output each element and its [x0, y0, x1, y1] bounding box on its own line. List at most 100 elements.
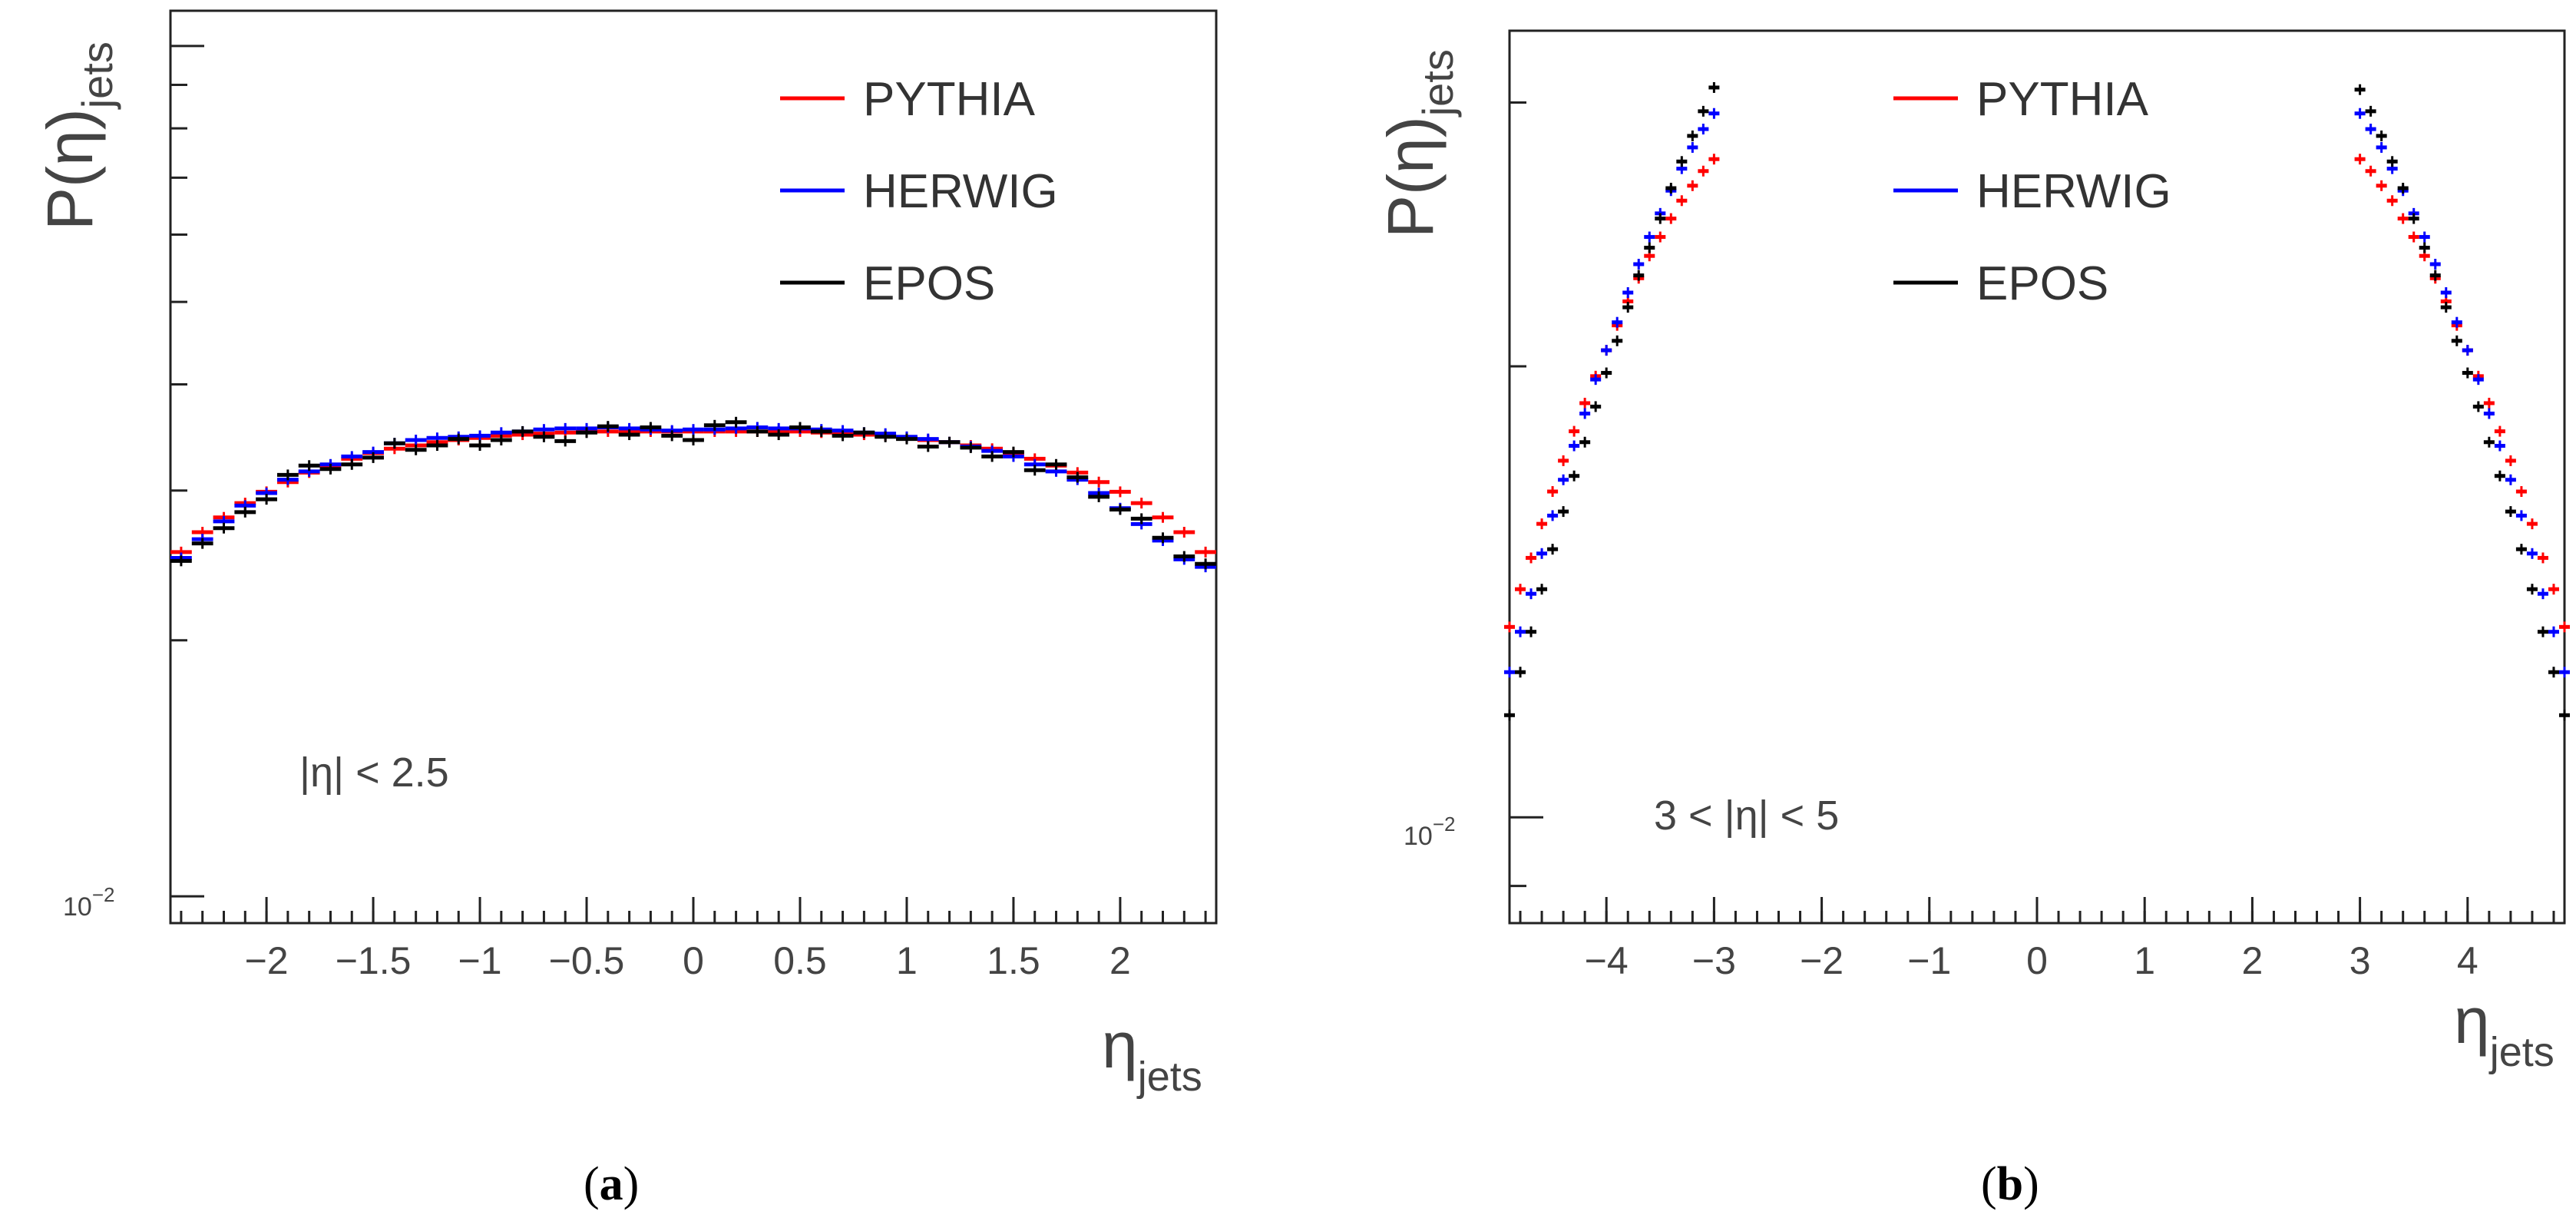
data-point-pythia-b	[2526, 518, 2538, 530]
x-tick-label-b: −4	[1585, 939, 1629, 982]
data-point-epos-a	[746, 425, 769, 437]
data-point-epos-b	[2472, 401, 2484, 412]
x-tick-label-a: −1.5	[336, 939, 412, 982]
data-point-epos-b	[1569, 470, 1580, 482]
data-point-pythia-b	[2548, 584, 2559, 595]
caption-b: (b)	[1981, 1158, 2039, 1210]
data-point-pythia-b	[1569, 425, 1580, 437]
data-point-epos-a	[981, 451, 1004, 462]
data-point-epos-a	[597, 421, 619, 432]
panel-b: −4 −3 −2 −1 0 1 2 3 4 P(η)jets 10−2 ηjets 3 < |η…	[1374, 29, 2571, 1210]
data-point-epos-b	[2494, 470, 2505, 482]
data-point-epos-b	[2440, 302, 2452, 313]
data-point-herwig-b	[2558, 667, 2571, 678]
legend-label-herwig-a: HERWIG	[863, 165, 1058, 218]
data-point-pythia-b	[1698, 165, 1709, 177]
legend-label-pythia-a: PYTHIA	[863, 73, 1036, 126]
data-point-herwig-a	[469, 430, 491, 442]
data-point-epos-a	[426, 440, 448, 452]
x-tick-label-a: −1	[458, 939, 502, 982]
data-point-pythia-a	[1130, 498, 1152, 509]
data-point-pythia-b	[2505, 455, 2516, 466]
data-point-herwig-b	[1558, 474, 1569, 485]
data-point-epos-a	[725, 416, 747, 428]
x-tick-label-b: −1	[1907, 939, 1951, 982]
data-point-herwig-b	[1622, 287, 1634, 299]
data-point-pythia-b	[2483, 397, 2495, 409]
data-point-epos-a	[170, 555, 192, 567]
y-axis-label-b: P(η)jets	[1374, 49, 1462, 238]
data-point-epos-b	[2462, 367, 2473, 379]
legend-label-epos-a: EPOS	[863, 257, 995, 310]
data-point-pythia-b	[2558, 621, 2571, 633]
data-point-pythia-a	[1088, 476, 1110, 488]
x-tick-label-a: 2	[1109, 939, 1131, 982]
x-tick-label-b: 1	[2134, 939, 2155, 982]
data-point-pythia-a	[1173, 527, 1195, 538]
data-point-pythia-b	[1676, 195, 1688, 207]
data-point-epos-b	[2354, 84, 2366, 95]
data-point-epos-a	[853, 427, 875, 439]
data-point-epos-b	[2429, 270, 2441, 281]
data-point-epos-a	[960, 442, 982, 453]
data-point-epos-b	[1655, 213, 1666, 224]
data-point-herwig-b	[2494, 440, 2505, 452]
data-point-pythia-b	[1536, 518, 1548, 530]
data-point-epos-b	[2419, 242, 2430, 253]
data-point-herwig-b	[2483, 408, 2495, 419]
data-point-epos-a	[576, 427, 597, 439]
data-point-herwig-b	[2526, 548, 2538, 559]
data-point-epos-a	[1130, 513, 1152, 525]
data-point-epos-a	[917, 441, 939, 452]
data-point-epos-a	[875, 431, 897, 442]
x-tick-label-a: −0.5	[549, 939, 625, 982]
x-tick-label-b: 0	[2026, 939, 2048, 982]
data-point-epos-a	[661, 430, 683, 442]
data-point-epos-a	[511, 425, 534, 437]
data-point-herwig-b	[1687, 141, 1698, 153]
data-point-pythia-b	[2494, 425, 2505, 437]
caption-a: (a)	[584, 1158, 639, 1210]
data-point-herwig-b	[2472, 374, 2484, 386]
x-tick-label-b: 3	[2349, 939, 2371, 982]
data-points-a	[170, 416, 1216, 573]
data-point-epos-b	[2558, 710, 2571, 721]
data-point-pythia-b	[2365, 165, 2376, 177]
svg-text:P(η)jets: P(η)jets	[34, 41, 121, 230]
data-point-epos-a	[341, 458, 363, 470]
data-point-herwig-b	[1590, 374, 1602, 386]
data-point-pythia-b	[1515, 584, 1526, 595]
data-point-herwig-b	[1644, 231, 1655, 243]
data-point-herwig-b	[2376, 141, 2387, 153]
data-point-epos-b	[1515, 667, 1526, 678]
data-point-epos-a	[362, 452, 384, 463]
data-point-epos-a	[533, 431, 555, 442]
x-tick-label-b: −3	[1692, 939, 1736, 982]
data-point-epos-a	[618, 429, 640, 441]
data-point-epos-b	[2376, 130, 2387, 141]
data-point-epos-b	[1676, 156, 1688, 167]
x-tick-label-a: 0	[683, 939, 704, 982]
data-point-pythia-a	[1195, 546, 1216, 558]
data-point-epos-a	[554, 435, 577, 447]
data-point-pythia-b	[1655, 231, 1666, 243]
data-point-pythia-b	[2537, 552, 2548, 564]
data-point-epos-a	[490, 434, 512, 445]
data-point-epos-b	[2548, 667, 2559, 678]
data-point-epos-a	[640, 422, 662, 433]
legend-label-herwig-b: HERWIG	[1976, 165, 2171, 218]
legend-label-epos-b: EPOS	[1976, 257, 2108, 310]
data-point-epos-b	[1633, 270, 1645, 281]
x-tick-label-a: −2	[245, 939, 289, 982]
x-tick-label-b: −2	[1800, 939, 1844, 982]
data-point-herwig-b	[2419, 231, 2430, 243]
data-point-epos-a	[832, 430, 854, 442]
data-point-herwig-b	[2365, 124, 2376, 135]
data-point-epos-b	[1687, 130, 1698, 141]
data-point-herwig-b	[1536, 548, 1548, 559]
data-point-epos-a	[1152, 532, 1174, 544]
x-tick-label-b: 4	[2457, 939, 2478, 982]
data-point-pythia-b	[2376, 180, 2387, 191]
data-point-pythia-a	[1109, 486, 1131, 498]
